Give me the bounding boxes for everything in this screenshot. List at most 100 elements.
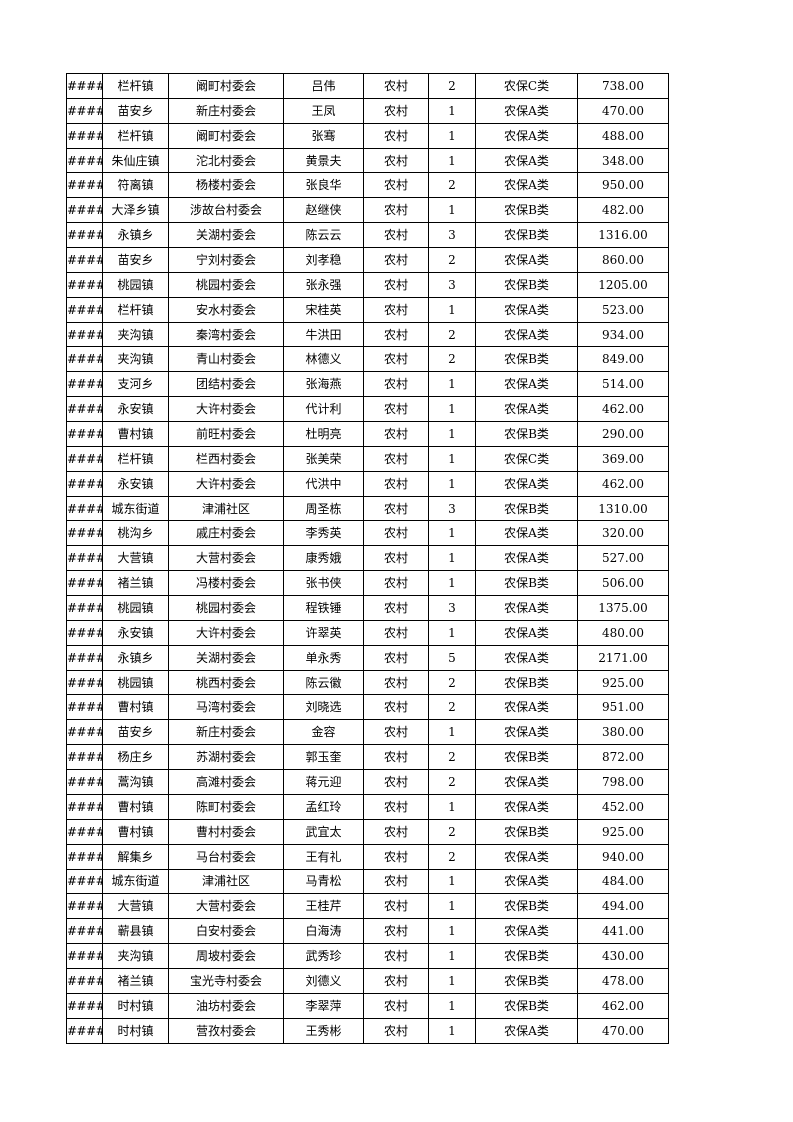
table-row: #### 夹沟镇 秦湾村委会 牛洪田 农村 2 农保A类 934.00 <box>66 321 669 348</box>
cell-date-overflow: #### <box>66 445 103 472</box>
cell-household-type: 农村 <box>363 793 429 820</box>
cell-insurance-category: 农保B类 <box>475 893 578 920</box>
cell-amount: 462.00 <box>577 470 669 497</box>
cell-amount: 738.00 <box>577 73 669 99</box>
cell-person-count: 1 <box>428 967 476 994</box>
cell-amount: 1375.00 <box>577 595 669 621</box>
cell-town: 城东街道 <box>102 868 169 895</box>
cell-person-count: 1 <box>428 445 476 472</box>
cell-village-committee: 涉故台村委会 <box>168 197 284 224</box>
cell-town: 大营镇 <box>102 545 169 572</box>
cell-amount: 798.00 <box>577 769 669 795</box>
table-row: #### 朱仙庄镇 沱北村委会 黄景夫 农村 1 农保A类 348.00 <box>66 147 669 174</box>
cell-village-committee: 桃园村委会 <box>168 271 284 298</box>
table-row: #### 夹沟镇 周坡村委会 武秀珍 农村 1 农保B类 430.00 <box>66 943 669 969</box>
cell-village-committee: 陈町村委会 <box>168 793 284 820</box>
cell-town: 苗安乡 <box>102 97 169 124</box>
cell-person-count: 5 <box>428 644 476 671</box>
cell-amount: 1205.00 <box>577 271 669 298</box>
cell-village-committee: 栏西村委会 <box>168 445 284 472</box>
table-row: #### 大营镇 大营村委会 康秀娥 农村 1 农保A类 527.00 <box>66 545 669 572</box>
table-row: #### 永安镇 大许村委会 许翠英 农村 1 农保A类 480.00 <box>66 619 669 646</box>
cell-town: 夹沟镇 <box>102 943 169 969</box>
cell-person-count: 2 <box>428 744 476 771</box>
cell-date-overflow: #### <box>66 1017 103 1044</box>
cell-person-count: 1 <box>428 918 476 945</box>
cell-date-overflow: #### <box>66 818 103 845</box>
cell-person-count: 1 <box>428 992 476 1019</box>
cell-town: 解集乡 <box>102 843 169 870</box>
cell-person-name: 陈云徽 <box>283 669 364 696</box>
cell-person-count: 3 <box>428 495 476 522</box>
cell-town: 桃园镇 <box>102 669 169 696</box>
cell-amount: 348.00 <box>577 147 669 174</box>
cell-person-count: 1 <box>428 421 476 447</box>
cell-insurance-category: 农保A类 <box>475 619 578 646</box>
table-row: #### 杨庄乡 苏湖村委会 郭玉奎 农村 2 农保B类 872.00 <box>66 744 669 771</box>
cell-town: 永镇乡 <box>102 222 169 249</box>
cell-amount: 950.00 <box>577 172 669 199</box>
cell-insurance-category: 农保B类 <box>475 570 578 597</box>
cell-household-type: 农村 <box>363 247 429 273</box>
cell-household-type: 农村 <box>363 918 429 945</box>
cell-insurance-category: 农保A类 <box>475 97 578 124</box>
cell-date-overflow: #### <box>66 893 103 920</box>
cell-town: 大泽乡镇 <box>102 197 169 224</box>
cell-date-overflow: #### <box>66 669 103 696</box>
cell-date-overflow: #### <box>66 619 103 646</box>
cell-person-name: 周圣栋 <box>283 495 364 522</box>
cell-town: 永镇乡 <box>102 644 169 671</box>
cell-date-overflow: #### <box>66 644 103 671</box>
table-row: #### 蒿沟镇 高滩村委会 蒋元迎 农村 2 农保A类 798.00 <box>66 769 669 795</box>
cell-amount: 523.00 <box>577 296 669 323</box>
cell-date-overflow: #### <box>66 520 103 547</box>
table-row: #### 曹村镇 陈町村委会 孟红玲 农村 1 农保A类 452.00 <box>66 793 669 820</box>
cell-town: 曹村镇 <box>102 421 169 447</box>
cell-insurance-category: 农保A类 <box>475 247 578 273</box>
cell-household-type: 农村 <box>363 744 429 771</box>
cell-person-count: 2 <box>428 346 476 373</box>
cell-person-name: 许翠英 <box>283 619 364 646</box>
cell-village-committee: 周坡村委会 <box>168 943 284 969</box>
cell-person-count: 1 <box>428 719 476 746</box>
cell-household-type: 农村 <box>363 271 429 298</box>
cell-village-committee: 阚町村委会 <box>168 73 284 99</box>
cell-date-overflow: #### <box>66 769 103 795</box>
cell-amount: 1310.00 <box>577 495 669 522</box>
cell-person-count: 2 <box>428 694 476 721</box>
cell-household-type: 农村 <box>363 843 429 870</box>
cell-amount: 482.00 <box>577 197 669 224</box>
cell-town: 栏杆镇 <box>102 122 169 149</box>
records-table: #### 栏杆镇 阚町村委会 吕伟 农村 2 农保C类 738.00 #### … <box>66 73 669 1044</box>
cell-person-name: 林德义 <box>283 346 364 373</box>
cell-insurance-category: 农保A类 <box>475 520 578 547</box>
cell-household-type: 农村 <box>363 992 429 1019</box>
cell-household-type: 农村 <box>363 396 429 423</box>
table-row: #### 符离镇 杨楼村委会 张良华 农村 2 农保A类 950.00 <box>66 172 669 199</box>
cell-village-committee: 宁刘村委会 <box>168 247 284 273</box>
cell-date-overflow: #### <box>66 595 103 621</box>
cell-date-overflow: #### <box>66 73 103 99</box>
cell-household-type: 农村 <box>363 296 429 323</box>
table-row: #### 褚兰镇 冯楼村委会 张书侠 农村 1 农保B类 506.00 <box>66 570 669 597</box>
cell-amount: 488.00 <box>577 122 669 149</box>
table-row: #### 桃园镇 桃西村委会 陈云徽 农村 2 农保B类 925.00 <box>66 669 669 696</box>
cell-village-committee: 大许村委会 <box>168 396 284 423</box>
cell-household-type: 农村 <box>363 1017 429 1044</box>
cell-person-name: 王凤 <box>283 97 364 124</box>
cell-household-type: 农村 <box>363 818 429 845</box>
cell-village-committee: 高滩村委会 <box>168 769 284 795</box>
cell-town: 大营镇 <box>102 893 169 920</box>
cell-town: 桃园镇 <box>102 595 169 621</box>
cell-person-count: 1 <box>428 97 476 124</box>
cell-insurance-category: 农保A类 <box>475 1017 578 1044</box>
cell-insurance-category: 农保A类 <box>475 147 578 174</box>
cell-amount: 470.00 <box>577 1017 669 1044</box>
table-row: #### 解集乡 马台村委会 王有礼 农村 2 农保A类 940.00 <box>66 843 669 870</box>
cell-insurance-category: 农保B类 <box>475 967 578 994</box>
cell-household-type: 农村 <box>363 172 429 199</box>
cell-amount: 380.00 <box>577 719 669 746</box>
cell-person-name: 杜明亮 <box>283 421 364 447</box>
table-row: #### 蕲县镇 白安村委会 白海涛 农村 1 农保A类 441.00 <box>66 918 669 945</box>
